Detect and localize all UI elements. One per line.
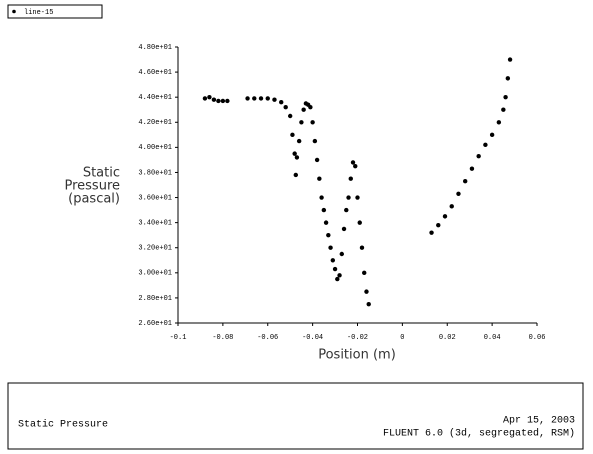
- point: [326, 232, 331, 238]
- point: [489, 132, 495, 138]
- point: [337, 273, 342, 278]
- y-tick-label: 3.80e+01: [138, 169, 172, 177]
- point: [332, 266, 338, 272]
- point: [357, 220, 362, 225]
- footer-solver: FLUENT 6.0 (3d, segregated, RSM): [383, 428, 575, 440]
- point: [245, 96, 250, 101]
- point: [335, 276, 340, 282]
- point: [252, 96, 257, 101]
- point: [317, 176, 322, 181]
- point: [216, 98, 221, 104]
- point: [283, 105, 288, 110]
- point: [346, 195, 351, 200]
- y-tick-label: 2.80e+01: [138, 295, 172, 303]
- y-tick-label: 4.60e+01: [138, 69, 172, 77]
- point: [341, 226, 347, 232]
- point: [258, 96, 264, 101]
- y-axis-label: Static: [83, 166, 120, 181]
- legend-box: [7, 4, 103, 19]
- y-tick-label: 3.20e+01: [138, 245, 172, 253]
- point: [220, 98, 226, 104]
- footer-title: Static Pressure: [18, 419, 108, 431]
- point: [348, 176, 353, 181]
- x-tick-label: 0: [400, 334, 404, 342]
- y-tick-label: 4.40e+01: [138, 94, 172, 102]
- point: [272, 97, 277, 102]
- x-axis-label: Position (m): [318, 348, 396, 363]
- y-tick-label: 4.80e+01: [138, 44, 172, 52]
- point: [339, 251, 344, 257]
- point: [211, 97, 217, 102]
- point: [469, 166, 475, 171]
- x-tick-label: 0.04: [484, 334, 501, 342]
- point: [314, 157, 320, 163]
- point: [290, 132, 295, 138]
- x-tick-label: 0.06: [529, 334, 546, 342]
- x-tick-label: -0.04: [302, 334, 323, 342]
- point: [294, 155, 300, 160]
- point: [296, 138, 302, 144]
- y-tick-label: 2.60e+01: [138, 320, 172, 328]
- point: [501, 107, 506, 112]
- point: [299, 120, 304, 125]
- point: [265, 96, 270, 101]
- y-tick-label: 4.00e+01: [138, 144, 172, 152]
- point: [436, 222, 441, 228]
- point: [293, 172, 298, 178]
- point: [301, 107, 306, 112]
- footer-box: [7, 382, 584, 450]
- point: [292, 151, 297, 156]
- point: [463, 179, 468, 184]
- point: [442, 214, 448, 219]
- point: [323, 220, 329, 225]
- point: [319, 195, 324, 200]
- point: [507, 57, 513, 62]
- y-tick-label: 3.40e+01: [138, 219, 172, 227]
- point: [483, 142, 488, 148]
- y-tick-label: 3.00e+01: [138, 270, 172, 278]
- point: [353, 163, 358, 169]
- point: [344, 207, 349, 213]
- point: [207, 94, 212, 100]
- point: [225, 98, 230, 104]
- x-tick-label: -0.08: [212, 334, 233, 342]
- point: [321, 207, 327, 213]
- point: [308, 105, 313, 110]
- x-tick-label: 0.02: [439, 334, 456, 342]
- legend-marker: [12, 9, 16, 14]
- point: [505, 76, 511, 81]
- point: [328, 245, 333, 250]
- point: [202, 96, 208, 101]
- point: [456, 191, 461, 196]
- point: [429, 230, 434, 235]
- point: [330, 258, 336, 263]
- legend-label: line-15: [24, 9, 53, 17]
- point: [279, 100, 284, 105]
- point: [449, 204, 454, 209]
- point: [312, 138, 318, 144]
- x-tick-label: -0.02: [347, 334, 368, 342]
- point: [355, 195, 360, 200]
- point: [496, 120, 502, 125]
- y-tick-label: 4.20e+01: [138, 119, 172, 127]
- footer-date: Apr 15, 2003: [503, 416, 575, 427]
- point: [310, 120, 315, 125]
- y-tick-label: 3.60e+01: [138, 194, 172, 202]
- point: [476, 153, 481, 159]
- point: [366, 301, 371, 307]
- x-tick-label: -0.1: [170, 334, 187, 342]
- y-axis-label: (pascal): [68, 192, 120, 207]
- point: [364, 289, 369, 294]
- point: [359, 245, 365, 250]
- point: [362, 270, 367, 276]
- point: [503, 94, 508, 100]
- point: [350, 160, 356, 165]
- y-axis-label: Pressure: [64, 179, 120, 194]
- x-tick-label: -0.06: [257, 334, 278, 342]
- point: [287, 113, 293, 119]
